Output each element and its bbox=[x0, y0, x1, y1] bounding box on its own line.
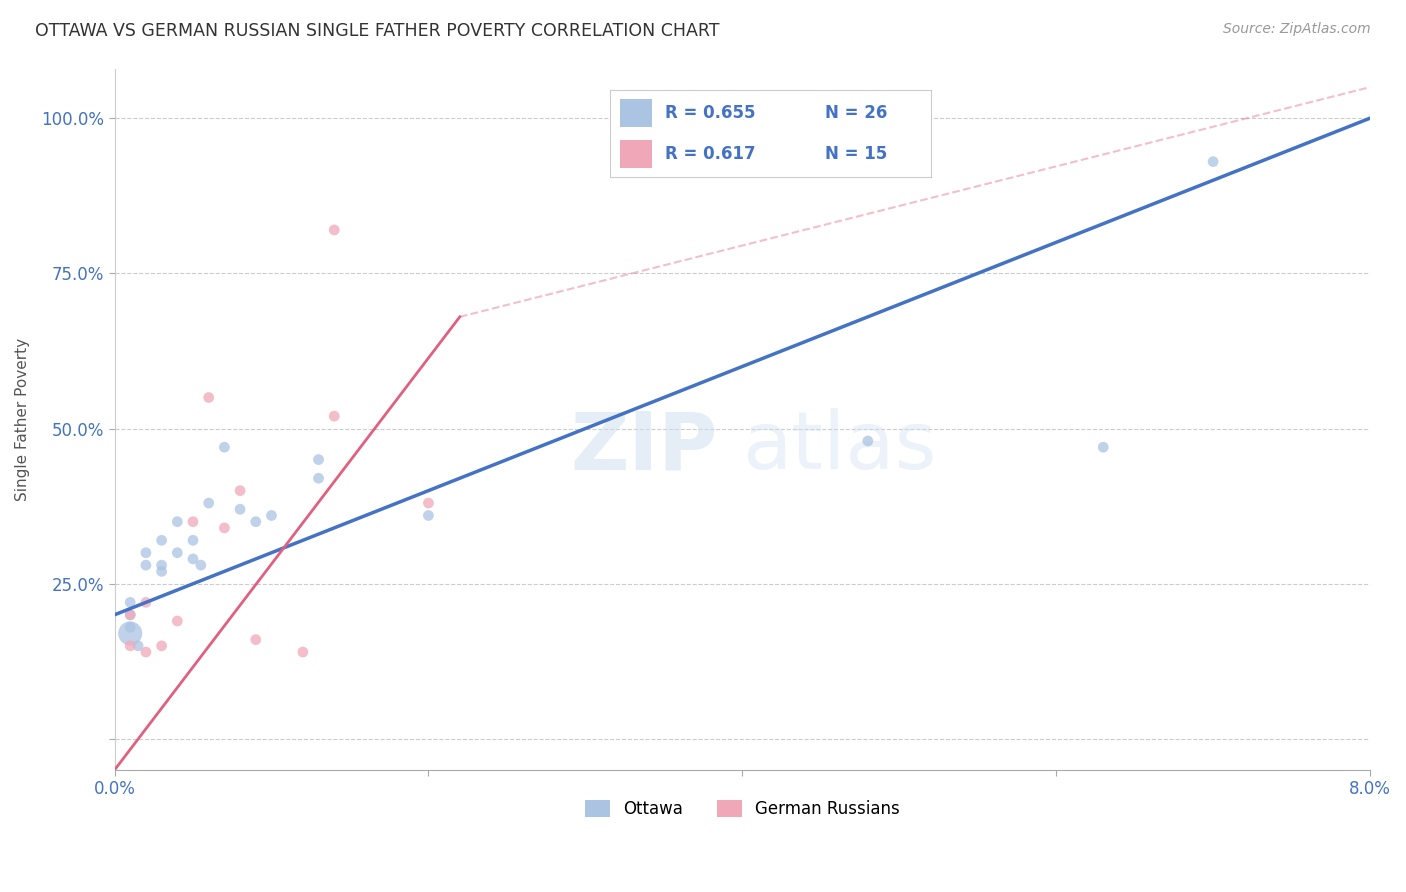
Point bbox=[120, 607, 142, 622]
Text: Source: ZipAtlas.com: Source: ZipAtlas.com bbox=[1223, 22, 1371, 37]
Legend: Ottawa, German Russians: Ottawa, German Russians bbox=[578, 793, 907, 825]
Point bbox=[166, 546, 188, 560]
Point bbox=[418, 496, 440, 510]
Point bbox=[120, 595, 142, 609]
Point bbox=[308, 452, 330, 467]
Point bbox=[181, 515, 204, 529]
Point bbox=[150, 533, 173, 548]
Point bbox=[135, 546, 157, 560]
Point bbox=[127, 639, 149, 653]
Point bbox=[308, 471, 330, 485]
Point bbox=[181, 552, 204, 566]
Point bbox=[1092, 440, 1115, 454]
Point bbox=[166, 515, 188, 529]
Point bbox=[214, 521, 236, 535]
Point bbox=[190, 558, 212, 573]
Point bbox=[120, 639, 142, 653]
Point bbox=[150, 558, 173, 573]
Point bbox=[323, 223, 346, 237]
Point bbox=[181, 533, 204, 548]
Point bbox=[150, 639, 173, 653]
Point bbox=[260, 508, 283, 523]
Point bbox=[120, 620, 142, 634]
Point bbox=[166, 614, 188, 628]
Point bbox=[150, 565, 173, 579]
Text: atlas: atlas bbox=[742, 409, 936, 486]
Point bbox=[291, 645, 314, 659]
Point bbox=[229, 502, 252, 516]
Point bbox=[1202, 154, 1225, 169]
Point bbox=[323, 409, 346, 424]
Point bbox=[229, 483, 252, 498]
Point bbox=[214, 440, 236, 454]
Point bbox=[856, 434, 879, 448]
Text: OTTAWA VS GERMAN RUSSIAN SINGLE FATHER POVERTY CORRELATION CHART: OTTAWA VS GERMAN RUSSIAN SINGLE FATHER P… bbox=[35, 22, 720, 40]
Y-axis label: Single Father Poverty: Single Father Poverty bbox=[15, 338, 30, 500]
Point bbox=[120, 626, 142, 640]
Point bbox=[245, 515, 267, 529]
Point bbox=[418, 508, 440, 523]
Point bbox=[197, 496, 219, 510]
Point bbox=[245, 632, 267, 647]
Point bbox=[120, 607, 142, 622]
Text: ZIP: ZIP bbox=[569, 409, 717, 486]
Point bbox=[135, 558, 157, 573]
Point bbox=[135, 645, 157, 659]
Point bbox=[197, 391, 219, 405]
Point bbox=[135, 595, 157, 609]
